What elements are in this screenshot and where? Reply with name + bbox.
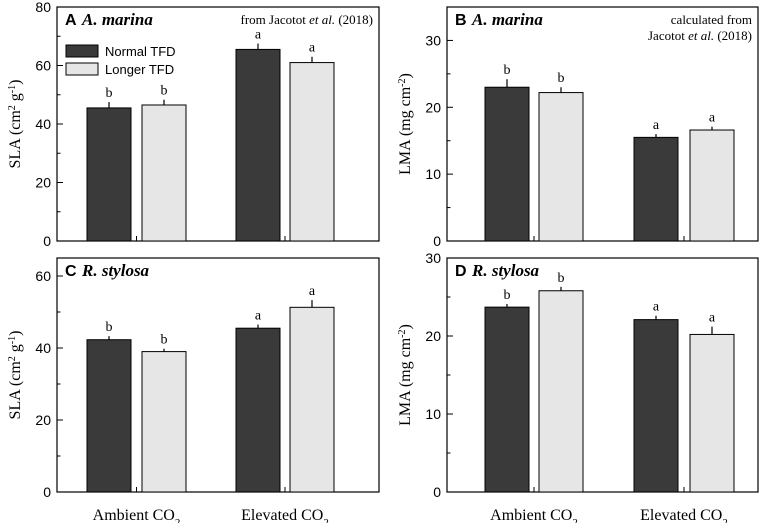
legend-swatch [65,44,99,58]
bar [689,129,735,242]
bar [289,62,335,242]
y-tick-label: 10 [425,406,441,422]
source-note: from Jacotot et al. (2018) [240,12,373,27]
y-tick-label: 0 [43,233,51,249]
panel-b: 0 10 20 30 LMA (mg cm-2) b a b a B A. marina calcul… [397,6,759,249]
bar [86,339,132,493]
legend: Normal TFD Longer TFD [65,44,176,77]
legend-label: Longer TFD [105,62,174,77]
panel-d: 0 10 20 30 LMA (mg cm-2) b a b a D R. stylosa [397,250,759,500]
significance-letter: b [106,320,113,335]
y-tick-label: 30 [425,250,441,266]
bar [689,333,735,493]
bar [235,48,281,242]
bar [633,319,679,493]
panel-label: A [65,12,77,29]
significance-letter: a [309,41,316,56]
plot-frame [56,257,380,493]
bar [484,306,530,493]
x-category-label: Elevated CO2 [241,507,329,523]
significance-letter: a [255,309,262,324]
panel-label: B [455,12,467,29]
y-tick-label: 80 [35,0,51,15]
bar [289,306,335,493]
significance-letter: a [709,311,716,326]
bar [235,327,281,493]
y-tick-label: 20 [425,99,441,115]
legend-label: Normal TFD [105,44,176,59]
y-tick-label: 20 [35,412,51,428]
y-tick-label: 60 [35,268,51,284]
species-label: A. marina [471,10,543,29]
source-note: calculated from [671,12,752,27]
panel-label: C [65,263,77,280]
y-tick-label: 30 [425,32,441,48]
significance-letter: a [653,300,660,315]
y-axis-label: SLA (cm2 g-1) [7,331,25,420]
plot-frame [446,6,759,242]
significance-letter: a [653,118,660,133]
y-axis-label: LMA (mg cm-2) [397,73,415,175]
bar [484,86,530,242]
source-note: Jacotot et al. (2018) [648,28,752,43]
y-tick-label: 40 [35,340,51,356]
x-category-label: Ambient CO2 [93,507,181,523]
significance-letter: b [106,86,113,101]
y-tick-label: 0 [433,233,441,249]
y-tick-label: 60 [35,58,51,74]
species-label: A. marina [81,10,153,29]
significance-letter: b [504,288,511,303]
y-tick-label: 20 [35,175,51,191]
significance-letter: b [558,71,565,86]
legend-swatch [65,62,99,76]
bar [538,92,584,242]
y-axis-label: LMA (mg cm-2) [397,324,415,426]
significance-letter: a [255,28,262,43]
significance-letter: b [161,333,168,348]
y-tick-label: 40 [35,116,51,132]
significance-letter: b [558,271,565,286]
bar [141,104,187,242]
y-tick-label: 0 [433,484,441,500]
y-tick-label: 0 [43,484,51,500]
y-tick-label: 10 [425,166,441,182]
panel-a: 0 20 40 60 80 SLA (cm2 g-1) b a b a A A. marina from… [7,0,380,249]
x-category-label: Ambient CO2 [490,507,578,523]
bar [633,136,679,242]
bar [141,351,187,493]
bar [86,107,132,242]
bar [538,290,584,493]
species-label: R. stylosa [81,261,150,280]
panel-c: 0 20 40 60 SLA (cm2 g-1) b a b a C R. stylosa [7,257,380,500]
panel-label: D [455,263,467,280]
x-category-label: Elevated CO2 [640,507,728,523]
significance-letter: b [161,84,168,99]
y-axis-label: SLA (cm2 g-1) [7,80,25,169]
significance-letter: a [709,111,716,126]
species-label: R. stylosa [471,261,540,280]
significance-letter: a [309,284,316,299]
significance-letter: b [504,63,511,78]
y-tick-label: 20 [425,328,441,344]
